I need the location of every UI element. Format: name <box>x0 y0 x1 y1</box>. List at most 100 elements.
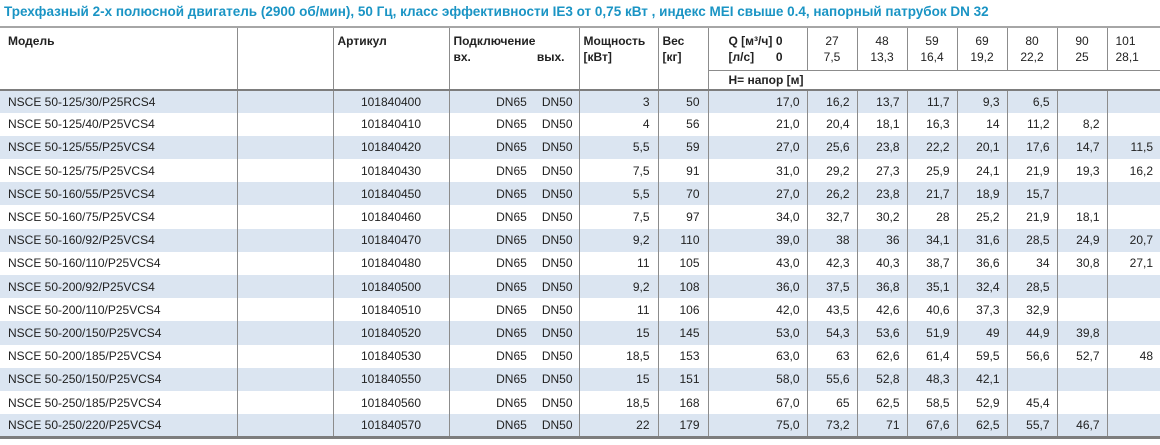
head-cell-4: 32,4 <box>957 275 1008 299</box>
empty-cell <box>237 228 334 252</box>
outlet-dn-value: DN50 <box>541 417 573 432</box>
head-cell-5: 6,5 <box>1007 89 1058 113</box>
page-title: Трехфазный 2-х полюсной двигатель (2900 … <box>4 4 989 19</box>
head-cell-6: 14,7 <box>1057 135 1108 160</box>
outlet-dn-value: DN50 <box>541 163 573 178</box>
head-cell-7: 48 <box>1107 344 1160 368</box>
head-cell-1: 20,4 <box>807 112 858 136</box>
article-cell: 101840500 <box>333 275 450 299</box>
article-column-header: Артикул <box>333 27 450 91</box>
power-cell: 22 <box>579 414 659 439</box>
head-cell-0: 75,0 <box>708 414 808 439</box>
head-cell-2: 62,6 <box>857 344 908 368</box>
head-cell-3: 38,7 <box>907 251 958 275</box>
inlet-dn-value: DN65 <box>496 94 527 109</box>
power-cell: 15 <box>579 367 659 391</box>
head-cell-2: 53,6 <box>857 321 908 345</box>
flow-column-header-5: 80 22,2 <box>1007 27 1058 71</box>
table-row: NSCE 50-200/185/P25VCS4 101840530 DN65 DN… <box>0 344 1160 368</box>
empty-cell <box>237 159 334 183</box>
connection-sublabels: вх. вых. <box>454 49 579 65</box>
power-unit: [кВт] <box>583 50 612 64</box>
header-row-main: Модель Артикул Подключение вх. вых. Мощн… <box>0 27 1160 91</box>
head-cell-2: 42,6 <box>857 298 908 322</box>
head-cell-6 <box>1057 298 1108 322</box>
table-row: NSCE 50-160/75/P25VCS4 101840460 DN65 DN5… <box>0 205 1160 229</box>
model-cell: NSCE 50-160/75/P25VCS4 <box>0 205 238 229</box>
head-cell-0: 36,0 <box>708 275 808 299</box>
head-cell-0: 42,0 <box>708 298 808 322</box>
empty-cell <box>237 344 334 368</box>
head-cell-6: 46,7 <box>1057 414 1108 439</box>
outlet-dn-value: DN50 <box>541 302 573 317</box>
outlet-dn-value: DN50 <box>541 140 573 155</box>
article-cell: 101840520 <box>333 321 450 345</box>
inlet-dn-value: DN65 <box>496 349 527 364</box>
head-cell-2: 71 <box>857 414 908 439</box>
article-cell: 101840420 <box>333 135 450 160</box>
head-cell-4: 31,6 <box>957 228 1008 252</box>
head-cell-7 <box>1107 367 1160 391</box>
article-cell: 101840560 <box>333 390 450 415</box>
flow-rate-header: Q [м³/ч] 0 [л/с] 0 <box>708 27 808 71</box>
model-cell: NSCE 50-200/110/P25VCS4 <box>0 298 238 322</box>
head-cell-3: 21,7 <box>907 182 958 206</box>
article-cell: 101840470 <box>333 228 450 252</box>
head-cell-0: 53,0 <box>708 321 808 345</box>
head-cell-2: 18,1 <box>857 112 908 136</box>
outlet-dn-value: DN50 <box>541 256 573 271</box>
weight-cell: 59 <box>658 135 709 160</box>
head-cell-3: 67,6 <box>907 414 958 439</box>
head-cell-4: 49 <box>957 321 1008 345</box>
power-cell: 11 <box>579 298 659 322</box>
power-cell: 9,2 <box>579 275 659 299</box>
weight-cell: 50 <box>658 89 709 113</box>
head-cell-0: 67,0 <box>708 390 808 415</box>
head-cell-4: 14 <box>957 112 1008 136</box>
weight-cell: 145 <box>658 321 709 345</box>
head-cell-7 <box>1107 390 1160 415</box>
head-cell-4: 36,6 <box>957 251 1008 275</box>
article-cell: 101840410 <box>333 112 450 136</box>
table-row: NSCE 50-160/110/P25VCS4 101840480 DN65 DN… <box>0 251 1160 275</box>
connection-cell: DN65 DN50 <box>449 182 580 206</box>
head-cell-1: 55,6 <box>807 367 858 391</box>
model-cell: NSCE 50-200/150/P25VCS4 <box>0 321 238 345</box>
weight-cell: 56 <box>658 112 709 136</box>
table-row: NSCE 50-200/92/P25VCS4 101840500 DN65 DN5… <box>0 275 1160 299</box>
flow-ls-label: [л/с] <box>728 50 755 64</box>
head-cell-0: 31,0 <box>708 159 808 183</box>
article-cell: 101840400 <box>333 89 450 113</box>
head-cell-3: 16,3 <box>907 112 958 136</box>
outlet-dn-value: DN50 <box>541 210 573 225</box>
connection-cell: DN65 DN50 <box>449 367 580 391</box>
head-cell-6: 18,1 <box>1057 205 1108 229</box>
head-cell-1: 26,2 <box>807 182 858 206</box>
flow-column-header-1: 27 7,5 <box>807 27 858 71</box>
connection-cell: DN65 DN50 <box>449 228 580 252</box>
power-cell: 3 <box>579 89 659 113</box>
head-cell-4: 25,2 <box>957 205 1008 229</box>
article-cell: 101840570 <box>333 414 450 439</box>
inlet-dn-value: DN65 <box>496 279 527 294</box>
head-cell-6: 39,8 <box>1057 321 1108 345</box>
inlet-dn-value: DN65 <box>496 210 527 225</box>
inlet-dn-value: DN65 <box>496 325 527 340</box>
model-cell: NSCE 50-160/55/P25VCS4 <box>0 182 238 206</box>
head-cell-1: 63 <box>807 344 858 368</box>
head-cell-0: 17,0 <box>708 89 808 113</box>
head-cell-3: 22,2 <box>907 135 958 160</box>
outlet-dn-value: DN50 <box>541 279 573 294</box>
head-cell-3: 61,4 <box>907 344 958 368</box>
head-cell-5: 28,5 <box>1007 228 1058 252</box>
empty-cell <box>237 182 334 206</box>
inlet-dn-value: DN65 <box>496 140 527 155</box>
head-cell-1: 37,5 <box>807 275 858 299</box>
head-cell-7: 20,7 <box>1107 228 1160 252</box>
weight-cell: 168 <box>658 390 709 415</box>
inlet-dn-value: DN65 <box>496 117 527 132</box>
head-cell-0: 27,0 <box>708 135 808 160</box>
flow-m3h-label: Q [м³/ч] <box>728 34 773 48</box>
power-cell: 11 <box>579 251 659 275</box>
